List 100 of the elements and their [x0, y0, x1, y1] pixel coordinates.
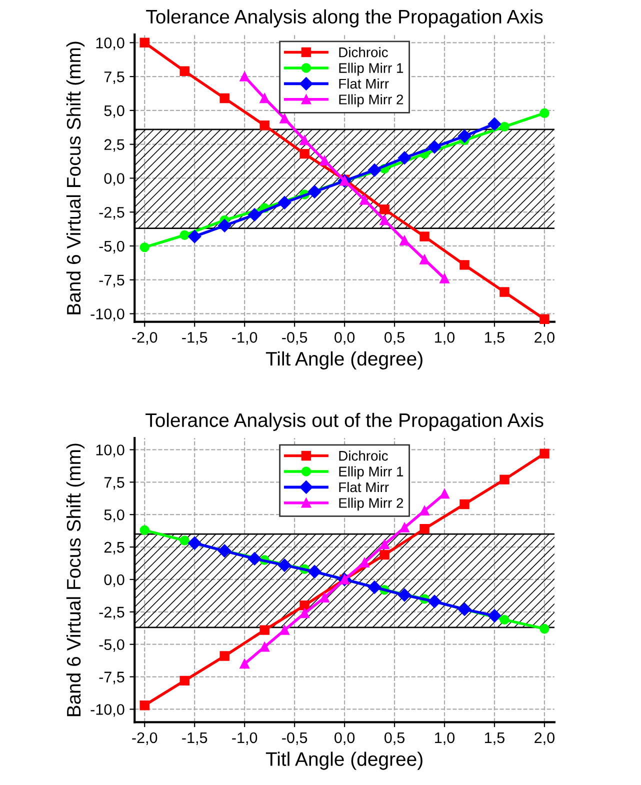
y-tick-label: 2,5: [104, 139, 124, 152]
point: [400, 236, 410, 246]
point: [140, 700, 150, 710]
point: [180, 536, 190, 546]
chart-title: Tolerance Analysis along the Propagation Axis: [146, 9, 543, 28]
point: [308, 565, 322, 578]
point: [488, 609, 502, 622]
y-tick-label: -7,5: [99, 274, 124, 288]
point: [380, 204, 390, 214]
y-tick-label: -5,0: [99, 240, 124, 254]
x-tick-label: 0,5: [384, 732, 404, 745]
point: [398, 588, 412, 602]
x-tick-label: 2,0: [534, 732, 554, 745]
point: [260, 93, 270, 104]
y-tick-label: 2,5: [104, 542, 124, 555]
point: [540, 108, 550, 118]
point: [140, 525, 150, 536]
y-tick-label: -7,5: [99, 672, 124, 684]
point: [420, 506, 430, 516]
point: [458, 130, 472, 143]
point: [278, 196, 292, 210]
point: [260, 625, 270, 635]
point: [420, 254, 430, 264]
y-tick-label: 5,0: [104, 105, 124, 118]
point: [240, 658, 250, 669]
x-tick-label: 0,0: [334, 732, 355, 745]
point: [460, 260, 470, 270]
point: [140, 38, 150, 48]
point: [300, 148, 310, 159]
point: [260, 642, 270, 652]
point: [220, 651, 230, 661]
legend-label: Ellip Mirr 1: [339, 466, 404, 480]
point: [308, 185, 322, 198]
point: [368, 580, 382, 594]
x-axis-title: Tilt Angle (degree): [266, 351, 422, 370]
x-tick-label: 1,0: [435, 732, 455, 745]
point: [540, 624, 550, 634]
point: [420, 524, 430, 534]
point: [278, 558, 292, 572]
legend-label: Ellip Mirr 2: [339, 94, 404, 108]
point: [428, 140, 442, 154]
point: [180, 676, 190, 686]
y-tick-label: 0,0: [104, 574, 124, 587]
point: [300, 608, 310, 618]
point: [218, 219, 232, 232]
point: [380, 540, 390, 550]
x-tick-label: 0,0: [334, 332, 355, 345]
point: [140, 242, 150, 252]
point: [300, 135, 310, 146]
legend-label: Flat Mirr: [339, 78, 389, 89]
point: [500, 287, 510, 297]
point: [428, 594, 442, 608]
legend-label: Flat Mirr: [339, 482, 389, 492]
x-tick-label: -1,0: [232, 332, 258, 345]
point: [488, 117, 502, 131]
point: [188, 536, 202, 550]
point: [540, 448, 550, 458]
y-tick-label: -10,0: [90, 704, 124, 717]
y-tick-label: 7,5: [104, 72, 124, 84]
y-tick-label: -5,0: [99, 639, 124, 652]
point: [180, 66, 190, 76]
point: [400, 522, 410, 532]
y-tick-label: -2,5: [99, 206, 124, 220]
point: [380, 215, 390, 226]
y-axis-title: Band 6 Virtual Focus Shift (mm): [66, 444, 85, 716]
point: [320, 156, 330, 166]
x-tick-label: -2,0: [132, 332, 158, 345]
point: [240, 72, 250, 82]
y-tick-label: 0,0: [104, 173, 124, 186]
x-tick-label: 1,5: [485, 332, 504, 345]
point: [360, 558, 370, 568]
x-tick-label: 0,5: [384, 332, 404, 345]
x-tick-label: -1,5: [182, 332, 208, 345]
x-tick-label: -1,0: [232, 732, 258, 745]
point: [500, 122, 510, 132]
y-tick-label: -2,5: [99, 606, 124, 620]
point: [280, 625, 290, 635]
point: [220, 93, 230, 104]
point: [398, 151, 412, 164]
point: [320, 592, 330, 602]
x-tick-label: 2,0: [534, 332, 554, 345]
y-tick-label: -10,0: [90, 308, 124, 322]
point: [500, 614, 510, 625]
x-tick-label: -2,0: [132, 732, 158, 745]
legend-label: Dichroic: [339, 450, 388, 461]
legend-label: Dichroic: [339, 47, 388, 58]
y-tick-label: 5,0: [104, 509, 124, 522]
point: [440, 274, 450, 284]
point: [500, 474, 510, 484]
point: [280, 114, 290, 124]
point: [460, 499, 470, 510]
y-tick-label: 10,0: [96, 38, 124, 50]
x-tick-label: -0,5: [282, 332, 308, 345]
chart-title: Tolerance Analysis out of the Propagation Axis: [146, 412, 544, 431]
point: [540, 314, 550, 324]
x-tick-label: -1,5: [182, 732, 208, 745]
x-tick-label: 1,5: [485, 732, 504, 745]
point: [248, 552, 262, 566]
y-axis-title: Band 6 Virtual Focus Shift (mm): [66, 42, 85, 314]
point: [180, 230, 190, 240]
